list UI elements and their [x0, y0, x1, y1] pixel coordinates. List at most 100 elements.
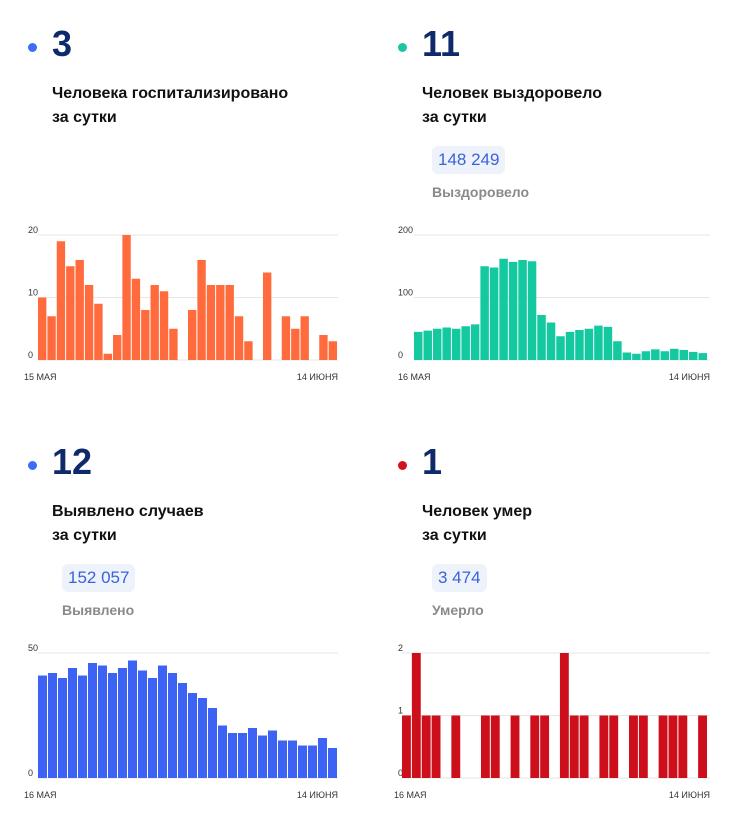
x-start-label: 15 МАЯ — [24, 372, 57, 382]
x-end-label: 14 ИЮНЯ — [297, 372, 338, 382]
recovered-total-label: Выздоровело — [432, 184, 530, 200]
bar — [88, 663, 97, 778]
bar — [698, 353, 707, 360]
deaths-chart: 0 1 2 16 МАЯ 14 ИЮНЯ — [394, 643, 710, 800]
bar — [38, 675, 47, 778]
recovered-desc-line2: за сутки — [422, 109, 487, 126]
bar — [169, 328, 178, 360]
bar — [298, 745, 307, 778]
bar — [442, 327, 451, 360]
bar — [328, 341, 337, 360]
x-end-label: 14 ИЮНЯ — [669, 372, 710, 382]
bar — [38, 297, 47, 360]
bar — [300, 316, 309, 360]
bar — [679, 350, 689, 360]
y-tick-label: 2 — [398, 643, 403, 653]
bar — [461, 326, 470, 360]
bar — [150, 285, 159, 360]
bar — [584, 328, 594, 360]
x-start-label: 16 МАЯ — [394, 790, 427, 800]
bar — [68, 668, 77, 778]
bar — [530, 715, 540, 778]
deaths-desc-line2: за сутки — [422, 527, 487, 544]
bar — [490, 715, 500, 778]
hospitalized-dot — [28, 43, 37, 52]
bar — [58, 678, 67, 778]
bar — [47, 316, 56, 360]
bar — [414, 331, 423, 360]
bar — [308, 745, 317, 778]
bar — [248, 728, 257, 778]
y-tick-label: 0 — [28, 768, 33, 778]
bar — [431, 715, 441, 778]
bar — [559, 653, 569, 778]
bar — [660, 351, 670, 360]
bar — [218, 725, 227, 778]
y-tick-label: 0 — [398, 350, 403, 360]
bar — [188, 310, 197, 360]
bar — [263, 272, 272, 360]
cases-chart: 0 50 16 МАЯ 14 ИЮНЯ — [24, 643, 338, 800]
bar — [451, 328, 461, 360]
bar — [603, 326, 613, 360]
bar — [451, 715, 461, 778]
deaths-description: Человек умер за сутки — [422, 500, 722, 548]
bar — [423, 330, 432, 360]
bar — [698, 715, 707, 778]
bar — [131, 278, 141, 360]
bar — [670, 348, 679, 360]
bar — [518, 260, 527, 360]
hospitalized-desc-line2: за сутки — [52, 109, 117, 126]
bar — [84, 285, 94, 360]
bar — [609, 715, 619, 778]
bar — [537, 315, 546, 360]
y-tick-label: 50 — [28, 643, 38, 653]
recovered-desc-line1: Человек выздоровело — [422, 85, 603, 102]
y-tick-label: 10 — [28, 288, 38, 298]
deaths-dot — [398, 461, 407, 470]
bar — [613, 341, 622, 360]
bar — [575, 330, 584, 360]
bar — [158, 665, 167, 778]
bar — [168, 673, 177, 778]
bar — [540, 715, 550, 778]
deaths-desc-line1: Человек умер — [422, 503, 533, 520]
bar — [94, 303, 103, 360]
bar — [508, 261, 518, 360]
bar — [103, 353, 112, 360]
bar — [197, 260, 206, 360]
cases-description: Выявлено случаев за сутки — [52, 500, 352, 548]
bar — [128, 660, 137, 778]
y-tick-label: 200 — [398, 225, 413, 235]
bar — [78, 675, 87, 778]
y-tick-label: 20 — [28, 225, 38, 235]
hospitalized-count: 3 — [52, 23, 73, 64]
bar — [48, 673, 57, 778]
bar — [565, 331, 575, 360]
bar — [228, 733, 237, 778]
recovered-total: 148 249 — [432, 146, 506, 174]
bar — [678, 715, 688, 778]
bar — [579, 715, 589, 778]
recovered-count: 11 — [422, 23, 461, 64]
bar — [546, 322, 556, 360]
cases-desc-line1: Выявлено случаев — [52, 503, 204, 520]
bar — [510, 715, 520, 778]
recovered-chart: 0 100 200 16 МАЯ 14 ИЮНЯ — [398, 225, 710, 382]
y-tick-label: 0 — [398, 768, 403, 778]
bar — [108, 673, 117, 778]
bar — [122, 235, 131, 360]
bar — [206, 285, 216, 360]
bar — [281, 316, 291, 360]
bar — [689, 351, 698, 360]
bar — [75, 260, 84, 360]
bar — [629, 715, 638, 778]
bar — [594, 325, 603, 360]
bar — [480, 266, 489, 360]
y-tick-label: 0 — [28, 350, 33, 360]
x-end-label: 14 ИЮНЯ — [669, 790, 710, 800]
cases-total-label: Выявлено — [62, 602, 135, 618]
bar — [318, 738, 327, 778]
bar — [234, 316, 244, 360]
bar — [651, 349, 660, 360]
